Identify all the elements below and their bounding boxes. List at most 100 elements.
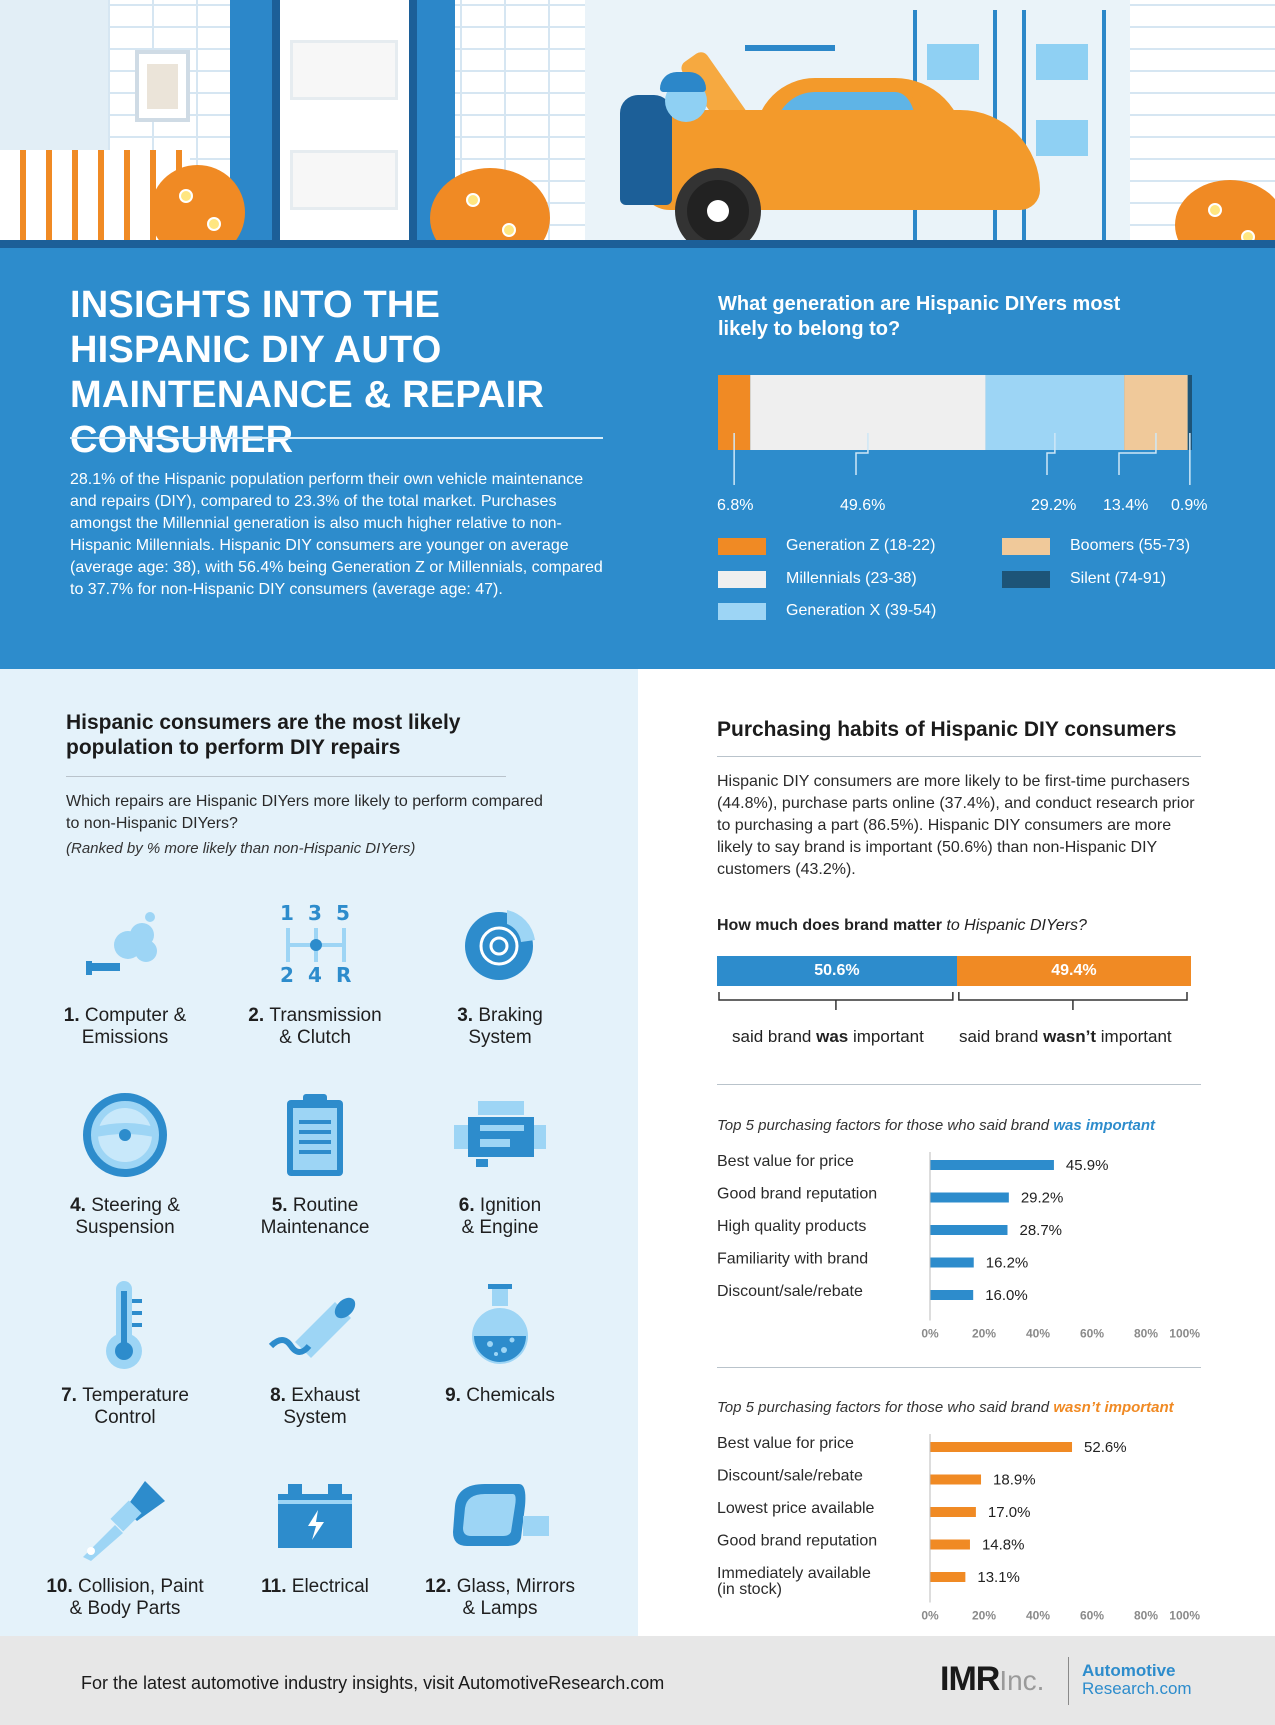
factor-bar — [930, 1539, 970, 1550]
brand-label-text: important — [1096, 1027, 1172, 1046]
factors-title-emphasis: was important — [1053, 1117, 1156, 1134]
legend-item-gen-z: Generation Z (18-22) — [718, 537, 935, 555]
factor-value-label: 18.9% — [993, 1472, 1036, 1489]
generation-value-label: 29.2% — [1031, 497, 1077, 514]
repairs-ranking-note: (Ranked by % more likely than non-Hispan… — [66, 840, 416, 857]
factor-bar — [930, 1507, 976, 1517]
factor-value-label: 28.7% — [1019, 1222, 1062, 1239]
repair-item: 9. Chemicals — [405, 1275, 595, 1407]
purchasing-paragraph: Hispanic DIY consumers are more likely t… — [717, 773, 1195, 878]
repair-label: 6. Ignition & Engine — [458, 1195, 542, 1238]
generation-value-label: 13.4% — [1103, 497, 1149, 514]
factor-category-label: Best value for price — [717, 1435, 854, 1452]
brand-label-wasnt: said brand wasn’t important — [959, 1027, 1172, 1047]
legend-swatch — [718, 570, 766, 588]
repair-label: 5. Routine Maintenance — [260, 1195, 370, 1238]
mechanic-cap — [660, 72, 706, 92]
bush — [150, 165, 245, 248]
legend-item-gen-x: Generation X (39-54) — [718, 602, 936, 620]
legend-item-silent: Silent (74-91) — [1002, 570, 1166, 588]
factors-wasnt-title: Top 5 purchasing factors for those who s… — [717, 1399, 1174, 1416]
repair-item: 6. Ignition & Engine — [405, 1085, 595, 1239]
brand-label-emphasis: was — [816, 1027, 849, 1046]
brand-label-emphasis: wasn’t — [1043, 1027, 1097, 1046]
repair-label: 3. Braking System — [457, 1005, 543, 1048]
factor-bar — [930, 1192, 1009, 1203]
repair-rank: 3. — [457, 1005, 479, 1026]
automotive-research-logo: Automotive Research.com — [1082, 1662, 1192, 1698]
repair-item: 3. Braking System — [405, 895, 595, 1049]
car-wheel — [675, 168, 761, 248]
bush — [1175, 180, 1275, 248]
section-divider — [717, 1367, 1201, 1368]
repair-rank: 5. — [271, 1195, 293, 1216]
door-panel — [290, 40, 398, 100]
factor-axis-tick: 40% — [1026, 1609, 1050, 1623]
brand-brackets — [718, 992, 1188, 1010]
repair-rank: 10. — [46, 1576, 79, 1597]
title-divider — [70, 437, 603, 439]
factor-value-label: 16.2% — [986, 1255, 1029, 1272]
svg-text:5: 5 — [336, 901, 350, 925]
logo-ar-line1: Automotive — [1082, 1661, 1176, 1680]
brand-bracket — [718, 992, 954, 1010]
repair-label: 10. Collision, Paint & Body Parts — [46, 1576, 204, 1619]
repair-rank: 11. — [261, 1576, 292, 1597]
repair-label: 9. Chemicals — [445, 1385, 555, 1406]
factor-category-label: Best value for price — [717, 1153, 854, 1170]
legend-label: Millennials (23-38) — [786, 570, 917, 587]
side-mirror-icon — [445, 1466, 555, 1566]
brand-label-text: said brand — [732, 1027, 817, 1046]
paint-brush-icon — [70, 1466, 180, 1566]
factor-bar — [930, 1225, 1008, 1235]
factor-value-label: 13.1% — [977, 1569, 1020, 1586]
factor-bar — [930, 1160, 1054, 1170]
svg-text:3: 3 — [308, 901, 322, 925]
repairs-divider — [66, 776, 506, 777]
svg-text:R: R — [336, 963, 351, 987]
legend-swatch — [1002, 537, 1050, 555]
storage-box — [1036, 120, 1088, 156]
legend-label: Boomers (55-73) — [1070, 537, 1191, 554]
repair-rank: 8. — [270, 1385, 292, 1406]
repair-item: 7. Temperature Control — [30, 1275, 220, 1429]
floor-strip — [0, 240, 1275, 248]
purchasing-heading: Purchasing habits of Hispanic DIY consum… — [717, 718, 1177, 741]
hero-illustration — [0, 0, 1275, 248]
section-divider — [717, 1084, 1201, 1085]
repair-item: 5. Routine Maintenance — [220, 1085, 410, 1239]
factor-value-label: 17.0% — [988, 1504, 1031, 1521]
factor-axis-tick: 60% — [1080, 1609, 1104, 1623]
factor-category-label: Discount/sale/rebate — [717, 1283, 863, 1300]
legend-item-millennials: Millennials (23-38) — [718, 570, 917, 588]
repair-item: 8. Exhaust System — [220, 1275, 410, 1429]
repair-label: 11. Electrical — [261, 1576, 369, 1597]
brand-question-rest: to Hispanic DIYers? — [941, 917, 1087, 934]
factors-title-text: Top 5 purchasing factors for those who s… — [717, 1399, 1054, 1416]
leader-line — [1046, 433, 1056, 475]
wall-frame — [135, 50, 190, 122]
repair-label: 12. Glass, Mirrors & Lamps — [425, 1576, 575, 1619]
factor-bar — [930, 1442, 1073, 1452]
factor-category-label: High quality products — [717, 1218, 866, 1235]
brand-label-text: said brand — [959, 1027, 1044, 1046]
bush — [430, 168, 550, 248]
flask-icon — [445, 1275, 555, 1375]
footer — [0, 1636, 1275, 1725]
repair-label: 7. Temperature Control — [61, 1385, 189, 1428]
factor-value-label: 14.8% — [982, 1537, 1025, 1554]
factor-axis-tick: 40% — [1026, 1327, 1050, 1339]
factor-bar — [930, 1572, 966, 1582]
factor-axis-tick: 0% — [921, 1609, 939, 1623]
factors-title-text: Top 5 purchasing factors for those who s… — [717, 1117, 1054, 1134]
factor-category-label: Familiarity with brand — [717, 1251, 868, 1268]
page-title: INSIGHTS INTO THE HISPANIC DIY AUTO MAIN… — [70, 284, 545, 461]
footer-text: For the latest automotive industry insig… — [81, 1673, 665, 1693]
legend-item-boomers: Boomers (55-73) — [1002, 537, 1190, 555]
repair-label: 8. Exhaust System — [270, 1385, 360, 1428]
repair-label: 4. Steering & Suspension — [70, 1195, 180, 1238]
repair-item: 1. Computer & Emissions — [30, 895, 220, 1049]
brand-label-was: said brand was important — [732, 1027, 924, 1047]
brand-question: How much does brand matter to Hispanic D… — [717, 917, 1087, 935]
repair-item: 11. Electrical — [220, 1466, 410, 1598]
